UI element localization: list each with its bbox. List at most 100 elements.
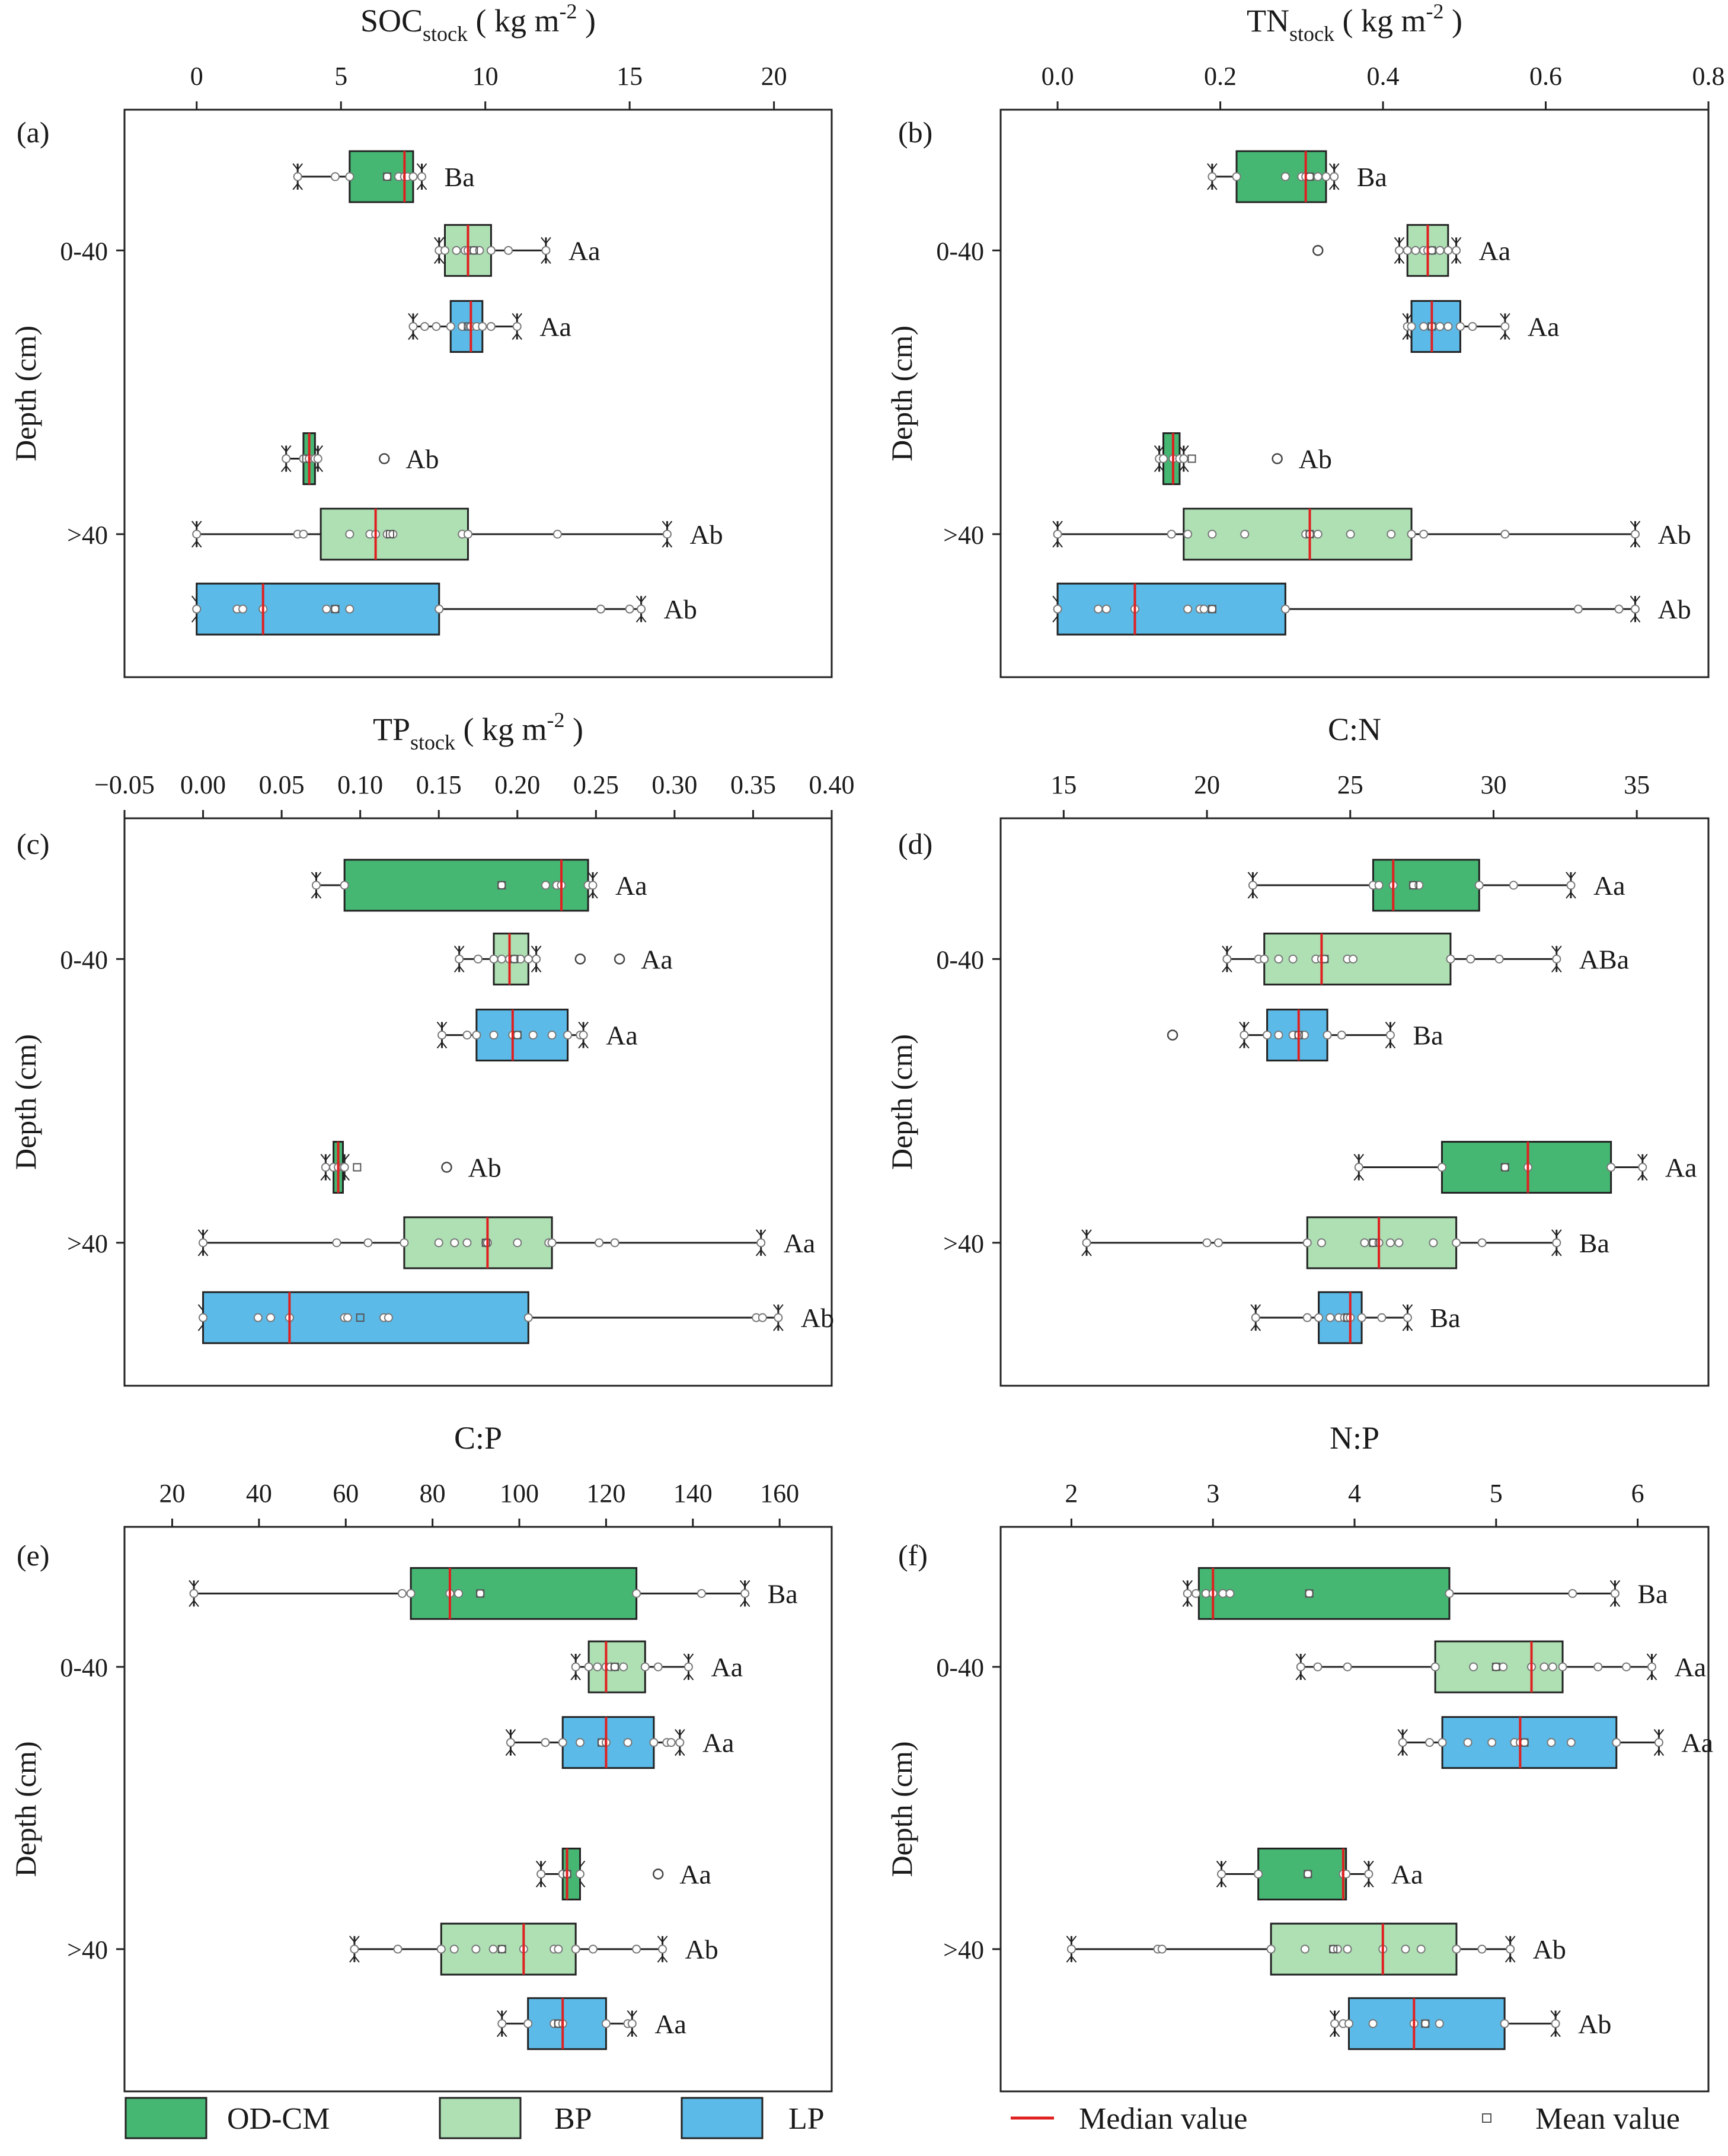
- box-od-cm-subsoil: Aa: [1353, 1141, 1697, 1194]
- whisker-cap-flare: [1222, 945, 1232, 972]
- data-point: [1445, 1589, 1454, 1598]
- mean-marker: [497, 881, 506, 889]
- data-point: [1202, 1238, 1212, 1248]
- data-point: [593, 1662, 602, 1672]
- outlier-point: [574, 953, 586, 965]
- data-point: [1274, 954, 1283, 964]
- data-point: [238, 604, 248, 614]
- data-point: [1568, 1589, 1577, 1598]
- data-point: [1610, 1589, 1620, 1598]
- data-point: [382, 172, 392, 181]
- data-point: [1313, 530, 1323, 539]
- data-point: [1251, 1313, 1260, 1322]
- data-point: [400, 1238, 409, 1248]
- whisker-cap-flare: [1630, 521, 1641, 548]
- data-point: [1468, 322, 1477, 331]
- data-point: [513, 1238, 522, 1248]
- significance-letters: Aa: [702, 1728, 734, 1758]
- data-point: [1612, 1738, 1621, 1747]
- plot-frame: [999, 817, 1710, 1387]
- x-tick-label: 25: [1337, 770, 1363, 799]
- data-point: [192, 530, 202, 539]
- iqr-box: [202, 1291, 529, 1344]
- box-od-cm-topsoil: Ba: [1182, 1567, 1668, 1620]
- outlier-point: [1312, 245, 1324, 256]
- iqr-box: [403, 1216, 553, 1270]
- data-point: [1566, 881, 1576, 890]
- whisker-cap-flare: [1551, 945, 1562, 972]
- x-tick-label: 0.2: [1204, 62, 1237, 91]
- significance-letters: Aa: [1674, 1652, 1706, 1682]
- legend-label-bp: BP: [554, 2102, 592, 2136]
- y-tick-label: >40: [67, 521, 108, 550]
- data-point: [1313, 172, 1323, 181]
- panel-letter: (f): [898, 1539, 928, 1572]
- panel-d: C:N (d) 15 20 25 30 35 0-40 >40 Depth (cm) Aa ABa Ba…: [885, 712, 1710, 1387]
- whisker-cap-flare: [541, 237, 551, 264]
- box-bp-subsoil: Ab: [191, 508, 723, 561]
- legend-mean-marker: [1482, 2113, 1491, 2123]
- data-point: [1394, 1238, 1404, 1248]
- panel-title: C:P: [454, 1420, 502, 1456]
- box-bp-topsoil: Aa: [1312, 224, 1510, 277]
- data-point: [1179, 454, 1189, 464]
- significance-letters: Ba: [1357, 162, 1387, 192]
- x-tick-label: 10: [472, 62, 499, 91]
- data-point: [1419, 322, 1429, 331]
- significance-letters: Ba: [1579, 1228, 1609, 1258]
- data-point: [619, 1662, 628, 1672]
- data-point: [497, 954, 506, 964]
- data-point: [384, 1313, 393, 1322]
- data-point: [1435, 322, 1445, 331]
- x-tick-label: 20: [761, 62, 787, 91]
- data-point: [1158, 454, 1168, 464]
- data-point: [1364, 1869, 1374, 1878]
- x-tick-label: 0.8: [1692, 62, 1725, 91]
- x-tick-label: 0.0: [1042, 62, 1074, 91]
- data-point: [1325, 1313, 1335, 1322]
- outlier-point: [1272, 453, 1283, 464]
- panel-title: TPstock ( kg m-2 ): [373, 708, 583, 754]
- significance-letters: Ab: [1657, 594, 1691, 624]
- data-point: [1266, 1944, 1276, 1954]
- significance-letters: Aa: [1391, 1859, 1423, 1889]
- legend-median-label: Median value: [1079, 2102, 1247, 2136]
- data-point: [332, 1238, 341, 1248]
- data-point: [1183, 530, 1193, 539]
- significance-letters: Ab: [468, 1153, 501, 1183]
- data-point: [1066, 1944, 1076, 1954]
- panel-e: C:P (e) 20 40 60 80 100 120 140 160 0-40 >40 Depth (…: [9, 1420, 833, 2093]
- data-point: [1477, 1944, 1487, 1954]
- data-point: [1248, 881, 1257, 890]
- data-point: [1082, 1238, 1091, 1248]
- y-tick-label: >40: [943, 1229, 984, 1258]
- data-point: [1552, 954, 1561, 964]
- data-point: [1333, 1944, 1342, 1954]
- significance-letters: Aa: [1528, 312, 1560, 342]
- whisker-cap-flare: [453, 945, 465, 972]
- data-point: [1500, 1163, 1510, 1172]
- significance-letters: Aa: [1681, 1728, 1713, 1758]
- data-point: [1520, 1738, 1529, 1747]
- mean-marker: [1491, 1663, 1500, 1672]
- data-point: [1343, 1944, 1352, 1954]
- whisker-cap-flare: [587, 872, 598, 899]
- data-point: [1263, 1031, 1272, 1040]
- panel-c: TPstock ( kg m-2 ) (c) −0.05 0.00 0.05 0.10 0.…: [9, 708, 855, 1387]
- y-axis-label: Depth (cm): [885, 1034, 918, 1170]
- whisker-cap-flare: [408, 312, 419, 340]
- data-point: [1300, 1944, 1309, 1954]
- data-point: [253, 1313, 263, 1322]
- box-lp-topsoil: Aa: [408, 300, 571, 353]
- panel-title: TNstock ( kg m-2 ): [1247, 0, 1462, 46]
- box-lp-topsoil: Aa: [436, 1009, 638, 1062]
- data-point: [1232, 172, 1241, 181]
- box-bp-subsoil: Aa: [197, 1216, 815, 1270]
- mean-marker: [1409, 881, 1418, 889]
- data-point: [322, 604, 331, 614]
- data-point: [649, 1738, 659, 1747]
- data-point: [321, 1163, 330, 1172]
- x-tick-label: 100: [500, 1479, 539, 1508]
- data-point: [1208, 604, 1217, 614]
- panel-b: TNstock ( kg m-2 ) (b) 0.0 0.2 0.4 0.6 0.8 0-40…: [885, 0, 1725, 678]
